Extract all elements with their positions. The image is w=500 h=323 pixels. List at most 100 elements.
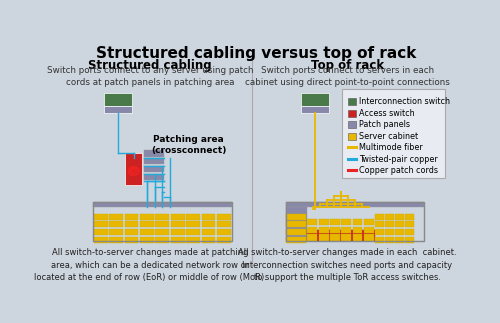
FancyBboxPatch shape — [342, 219, 351, 225]
FancyBboxPatch shape — [318, 219, 328, 225]
FancyBboxPatch shape — [124, 237, 138, 243]
Text: Patch panels: Patch panels — [360, 120, 410, 129]
FancyBboxPatch shape — [405, 237, 413, 243]
FancyBboxPatch shape — [308, 227, 317, 233]
Text: Structured cabling versus top of rack: Structured cabling versus top of rack — [96, 47, 416, 61]
FancyBboxPatch shape — [186, 214, 200, 220]
FancyBboxPatch shape — [109, 237, 123, 243]
FancyBboxPatch shape — [202, 214, 215, 220]
FancyBboxPatch shape — [385, 221, 394, 227]
FancyBboxPatch shape — [202, 237, 215, 243]
FancyBboxPatch shape — [385, 214, 394, 220]
FancyBboxPatch shape — [308, 234, 317, 241]
FancyBboxPatch shape — [405, 229, 413, 235]
FancyBboxPatch shape — [140, 214, 154, 220]
FancyBboxPatch shape — [375, 221, 384, 227]
Text: Twisted-pair copper: Twisted-pair copper — [360, 155, 438, 164]
FancyBboxPatch shape — [395, 237, 404, 243]
FancyBboxPatch shape — [156, 214, 169, 220]
Text: Copper patch cords: Copper patch cords — [360, 166, 438, 175]
FancyBboxPatch shape — [330, 219, 340, 225]
FancyBboxPatch shape — [126, 153, 142, 185]
FancyBboxPatch shape — [405, 221, 413, 227]
FancyBboxPatch shape — [171, 229, 184, 235]
FancyBboxPatch shape — [364, 234, 374, 241]
Text: Patching area
(crossconnect): Patching area (crossconnect) — [151, 135, 226, 155]
FancyBboxPatch shape — [395, 214, 404, 220]
FancyBboxPatch shape — [352, 219, 362, 225]
FancyBboxPatch shape — [93, 202, 232, 207]
FancyBboxPatch shape — [330, 234, 340, 241]
Text: Multimode fiber: Multimode fiber — [360, 143, 423, 152]
FancyBboxPatch shape — [217, 221, 231, 227]
FancyBboxPatch shape — [286, 202, 424, 207]
FancyBboxPatch shape — [348, 109, 356, 117]
FancyBboxPatch shape — [286, 214, 306, 220]
FancyBboxPatch shape — [330, 227, 340, 233]
FancyBboxPatch shape — [109, 229, 123, 235]
FancyBboxPatch shape — [124, 229, 138, 235]
Text: All switch-to-server changes made at patching
area, which can be a dedicated net: All switch-to-server changes made at pat… — [34, 248, 266, 282]
FancyBboxPatch shape — [171, 237, 184, 243]
Text: Structured cabling: Structured cabling — [88, 59, 212, 72]
FancyBboxPatch shape — [186, 221, 200, 227]
FancyBboxPatch shape — [301, 106, 328, 113]
FancyBboxPatch shape — [104, 93, 132, 106]
Text: Switch ports connect to any server using patch
cords at patch panels in patching: Switch ports connect to any server using… — [46, 67, 253, 87]
FancyBboxPatch shape — [124, 221, 138, 227]
FancyBboxPatch shape — [156, 221, 169, 227]
Text: All switch-to-server changes made in each  cabinet.
Interconnection switches nee: All switch-to-server changes made in eac… — [238, 248, 456, 282]
Text: Top of rack: Top of rack — [310, 59, 384, 72]
FancyBboxPatch shape — [395, 229, 404, 235]
FancyBboxPatch shape — [348, 121, 356, 128]
FancyBboxPatch shape — [308, 219, 317, 225]
FancyBboxPatch shape — [307, 230, 375, 241]
FancyBboxPatch shape — [202, 229, 215, 235]
FancyBboxPatch shape — [286, 237, 306, 243]
FancyBboxPatch shape — [217, 214, 231, 220]
FancyBboxPatch shape — [202, 221, 215, 227]
FancyBboxPatch shape — [140, 221, 154, 227]
Text: Switch ports connect to servers in each
cabinet using direct point-to-point conn: Switch ports connect to servers in each … — [244, 67, 450, 87]
FancyBboxPatch shape — [301, 93, 328, 106]
FancyBboxPatch shape — [156, 237, 169, 243]
FancyBboxPatch shape — [124, 214, 138, 220]
FancyBboxPatch shape — [318, 227, 328, 233]
Text: Interconnection switch: Interconnection switch — [360, 97, 450, 106]
FancyBboxPatch shape — [171, 221, 184, 227]
FancyBboxPatch shape — [94, 229, 108, 235]
FancyBboxPatch shape — [186, 237, 200, 243]
FancyBboxPatch shape — [395, 221, 404, 227]
FancyBboxPatch shape — [385, 229, 394, 235]
FancyBboxPatch shape — [217, 229, 231, 235]
FancyBboxPatch shape — [352, 227, 362, 233]
FancyBboxPatch shape — [171, 214, 184, 220]
Text: Server cabinet: Server cabinet — [360, 132, 418, 141]
FancyBboxPatch shape — [94, 221, 108, 227]
FancyBboxPatch shape — [144, 166, 164, 172]
FancyBboxPatch shape — [348, 133, 356, 140]
FancyBboxPatch shape — [364, 227, 374, 233]
FancyBboxPatch shape — [364, 219, 374, 225]
FancyBboxPatch shape — [286, 207, 307, 241]
FancyBboxPatch shape — [186, 229, 200, 235]
FancyBboxPatch shape — [375, 237, 384, 243]
FancyBboxPatch shape — [375, 214, 384, 220]
FancyBboxPatch shape — [144, 173, 164, 180]
FancyBboxPatch shape — [352, 234, 362, 241]
FancyBboxPatch shape — [156, 229, 169, 235]
FancyBboxPatch shape — [140, 229, 154, 235]
FancyBboxPatch shape — [217, 237, 231, 243]
FancyBboxPatch shape — [375, 229, 384, 235]
FancyBboxPatch shape — [144, 151, 164, 157]
FancyBboxPatch shape — [348, 98, 356, 105]
FancyBboxPatch shape — [342, 89, 445, 178]
FancyBboxPatch shape — [342, 234, 351, 241]
FancyBboxPatch shape — [109, 221, 123, 227]
FancyBboxPatch shape — [286, 221, 306, 227]
FancyBboxPatch shape — [140, 237, 154, 243]
Text: Access switch: Access switch — [360, 109, 415, 118]
FancyBboxPatch shape — [94, 214, 108, 220]
FancyBboxPatch shape — [94, 237, 108, 243]
FancyBboxPatch shape — [342, 227, 351, 233]
